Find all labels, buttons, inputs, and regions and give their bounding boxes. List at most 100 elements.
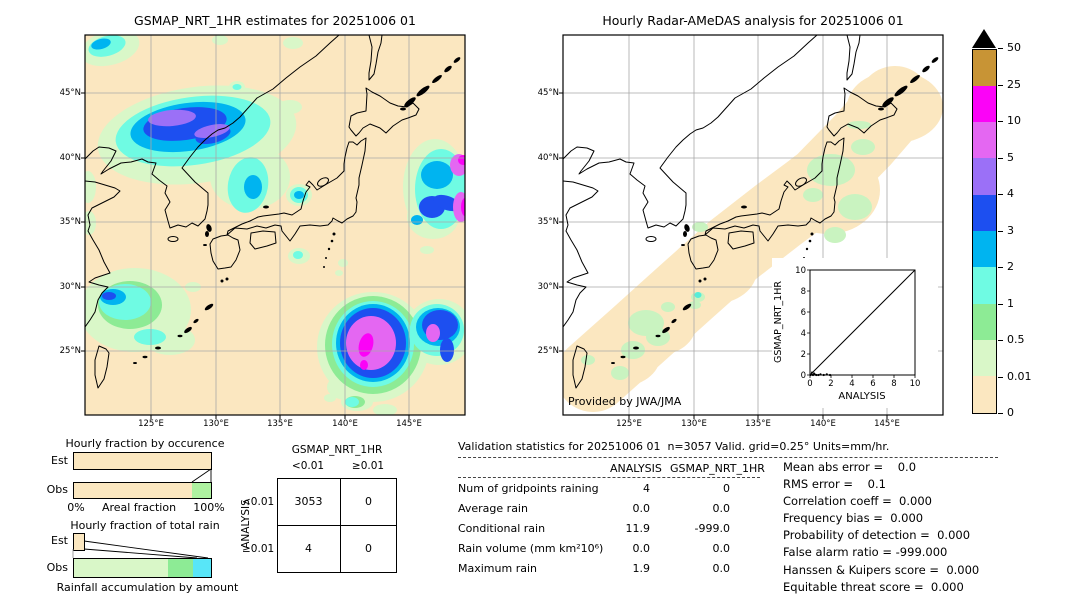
x-tick-label: 125°E — [616, 419, 642, 429]
colorbar-segment — [973, 231, 996, 268]
colorbar-tick-mark — [998, 121, 1003, 122]
inset-tick-label: 8 — [801, 287, 806, 297]
x-tick-label: 140°E — [810, 419, 836, 429]
summary-score-line: RMS error = 0.1 — [783, 477, 886, 492]
validation-row-label: Conditional rain — [458, 521, 546, 535]
radar-precip-contours — [563, 66, 943, 412]
colorbar-segment — [973, 339, 996, 377]
summary-score-line: Frequency bias = 0.000 — [783, 511, 924, 526]
occurrence-x-left: 0% — [67, 501, 85, 514]
colorbar-segment — [973, 267, 996, 304]
inset-tick-label: 10 — [910, 379, 921, 389]
colorbar-tick-label: 2 — [1007, 260, 1014, 273]
inset-diagonal-line — [809, 269, 916, 376]
colorbar-segment — [973, 376, 996, 413]
colorbar-overflow-triangle — [972, 29, 996, 48]
totalrain-est-label: Est — [51, 534, 68, 547]
validation-table-rows: Num of gridpoints raining 4 0 Average rain 0… — [458, 478, 768, 578]
y-tick-label: 40°N — [59, 153, 81, 163]
validation-analysis-value: 0.0 — [632, 501, 651, 515]
colorbar-tick-mark — [998, 157, 1003, 159]
colorbar-tick-label: 0.01 — [1007, 369, 1032, 383]
contingency-row-label-1: <0.01 — [242, 496, 275, 508]
left-map-title: GSMAP_NRT_1HR estimates for 20251006 01 — [134, 13, 416, 28]
colorbar-tick-label: 25 — [1007, 77, 1021, 91]
contingency-cell-false: 0 — [365, 495, 372, 508]
contingency-cell-miss: 4 — [305, 542, 312, 555]
validation-gsmap-value: 0.0 — [712, 501, 731, 515]
inset-tick-label: 10 — [795, 266, 806, 276]
colorbar-segment — [973, 303, 996, 341]
y-tick-label: 30°N — [537, 282, 559, 292]
colorbar-tick-label: 50 — [1007, 41, 1021, 54]
validation-row: Average rain 0.0 0.0 — [458, 498, 730, 518]
occurrence-est-bar — [73, 452, 212, 470]
summary-score-line: Probability of detection = 0.000 — [783, 528, 971, 543]
totalrain-x-label: Rainfall accumulation by amount — [56, 581, 239, 594]
validation-row: Maximum rain 1.9 0.0 — [458, 558, 730, 578]
totalrain-chart-title: Hourly fraction of total rain — [70, 519, 220, 532]
occurrence-est-label: Est — [51, 454, 68, 467]
contingency-row-label-2: ≥0.01 — [242, 543, 275, 555]
bar-segment — [192, 559, 211, 577]
summary-score-line: Hanssen & Kuipers score = 0.000 — [783, 562, 980, 577]
right-map: Hourly Radar-AMeDAS analysis for 2025100… — [538, 13, 944, 429]
x-tick-label: 130°E — [681, 419, 707, 429]
validation-row-label: Average rain — [458, 501, 528, 515]
summary-score-line: Equitable threat score = 0.000 — [783, 579, 964, 594]
validation-col-analysis: ANALYSIS — [610, 462, 662, 475]
occurrence-obs-label: Obs — [46, 483, 68, 496]
x-tick-label: 130°E — [203, 419, 229, 429]
bar-segment — [74, 483, 192, 498]
summary-score-line: Mean abs error = 0.0 — [783, 460, 917, 474]
axis-tick-marks — [81, 92, 410, 419]
validation-row: Conditional rain 11.9 -999.0 — [458, 518, 730, 538]
colorbar-tick-mark — [998, 48, 1003, 49]
credit-text: Provided by JWA/JMA — [568, 395, 682, 408]
bar-segment — [191, 483, 211, 498]
colorbar-tick-label: 4 — [1007, 187, 1014, 200]
validation-analysis-value: 1.9 — [632, 561, 651, 575]
validation-analysis-value: 0.0 — [632, 541, 651, 555]
inset-tick-marks — [807, 269, 916, 378]
summary-scores: Mean abs error = 0.0 RMS error = 0.1 Corre… — [783, 460, 1013, 597]
occurrence-chart-title: Hourly fraction by occurence — [65, 437, 225, 450]
colorbar-tick-mark — [998, 230, 1003, 232]
colorbar-tick-label: 0.5 — [1007, 333, 1025, 346]
validation-table-header: ANALYSIS GSMAP_NRT_1HR — [458, 462, 765, 478]
inset-tick-label: 4 — [849, 379, 854, 389]
contingency-row-axis-label: ANALYSIS — [240, 499, 252, 549]
contingency-cell-hit-none: 3053 — [294, 495, 323, 508]
contingency-col-label-1: <0.01 — [291, 460, 325, 472]
validation-row: Num of gridpoints raining 4 0 — [458, 478, 730, 498]
totalrain-est-bar — [73, 533, 85, 551]
validation-col-gsmap: GSMAP_NRT_1HR — [670, 462, 765, 475]
y-tick-label: 45°N — [537, 88, 559, 98]
inset-x-tick-labels: 0 2 4 6 8 10 — [807, 379, 920, 389]
inset-ylabel: GSMAP_NRT_1HR — [773, 281, 784, 363]
bar-segment — [74, 534, 84, 550]
inset-tick-label: 6 — [801, 308, 806, 318]
summary-score-line: Correlation coeff = 0.000 — [783, 494, 932, 509]
inset-tick-label: 4 — [801, 329, 806, 339]
validation-stats: Validation statistics for 20251006 01 n=… — [458, 440, 1003, 594]
contingency-table: GSMAP_NRT_1HR <0.01 ≥0.01 ANALYSIS <0.01… — [238, 438, 410, 608]
contingency-header: GSMAP_NRT_1HR — [291, 444, 383, 456]
y-tick-label: 45°N — [59, 88, 81, 98]
bar-segment — [167, 559, 193, 577]
validation-gsmap-value: 0.0 — [712, 561, 731, 575]
colorbar-segment — [973, 194, 996, 232]
x-tick-label: 135°E — [267, 419, 293, 429]
colorbar-tick-label: 3 — [1007, 223, 1014, 237]
validation-row: Rain volume (mm km²10⁶) 0.0 0.0 — [458, 538, 730, 558]
inset-y-tick-labels: 0 2 4 6 8 10 — [795, 266, 806, 381]
x-tick-label: 140°E — [332, 419, 358, 429]
x-tick-label: 135°E — [745, 419, 771, 429]
y-tick-label: 35°N — [537, 217, 559, 227]
fraction-charts: Hourly fraction by occurence Est Obs 0% … — [30, 435, 268, 612]
validation-row-label: Rain volume (mm km²10⁶) — [458, 541, 604, 555]
occurrence-obs-bar — [73, 482, 212, 499]
colorbar: 50 25 10 5 4 3 2 1 0.5 0.01 0 — [965, 25, 1077, 427]
validation-gsmap-value: 0 — [723, 481, 730, 495]
